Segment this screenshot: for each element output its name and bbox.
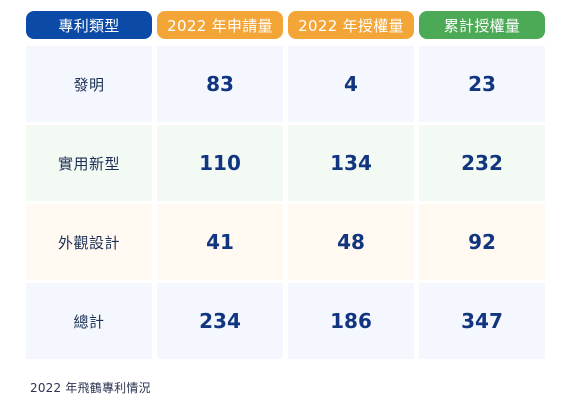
table-row-total-grant-cell: 186 xyxy=(288,283,414,359)
row-value: 23 xyxy=(468,72,496,96)
row-value: 83 xyxy=(206,72,234,96)
table-row-utility-grant-cell: 134 xyxy=(288,125,414,201)
table-row-design-type-cell: 外觀設計 xyxy=(26,204,152,280)
table-row-design-apply-cell: 41 xyxy=(157,204,283,280)
header-cumulative-grants: 累計授權量 xyxy=(419,11,545,39)
row-value: 232 xyxy=(461,151,503,175)
table-row-design-total-cell: 92 xyxy=(419,204,545,280)
row-value: 4 xyxy=(344,72,358,96)
row-value: 134 xyxy=(330,151,372,175)
row-label: 發明 xyxy=(73,75,105,94)
table-row-invention-total-cell: 23 xyxy=(419,46,545,122)
table-row-utility-type-cell: 實用新型 xyxy=(26,125,152,201)
row-value: 41 xyxy=(206,230,234,254)
table-row-invention-grant-cell: 4 xyxy=(288,46,414,122)
patent-table: 專利類型 2022 年申請量 2022 年授權量 累計授權量 發明 83 4 2… xyxy=(26,11,545,359)
row-value: 347 xyxy=(461,309,503,333)
table-row-utility-total-cell: 232 xyxy=(419,125,545,201)
table-row-utility-apply-cell: 110 xyxy=(157,125,283,201)
table-row-design-grant-cell: 48 xyxy=(288,204,414,280)
row-value: 110 xyxy=(199,151,241,175)
row-label: 實用新型 xyxy=(57,154,120,173)
row-value: 186 xyxy=(330,309,372,333)
header-patent-type: 專利類型 xyxy=(26,11,152,39)
row-value: 48 xyxy=(337,230,365,254)
row-label: 外觀設計 xyxy=(57,233,120,252)
table-row-total-apply-cell: 234 xyxy=(157,283,283,359)
header-2022-grants: 2022 年授權量 xyxy=(288,11,414,39)
header-2022-applications: 2022 年申請量 xyxy=(157,11,283,39)
table-row-invention-type-cell: 發明 xyxy=(26,46,152,122)
table-caption: 2022 年飛鶴專利情況 xyxy=(30,381,151,395)
row-value: 92 xyxy=(468,230,496,254)
row-label: 總計 xyxy=(73,312,105,331)
row-value: 234 xyxy=(199,309,241,333)
table-row-total-type-cell: 總計 xyxy=(26,283,152,359)
table-row-invention-apply-cell: 83 xyxy=(157,46,283,122)
table-row-total-total-cell: 347 xyxy=(419,283,545,359)
